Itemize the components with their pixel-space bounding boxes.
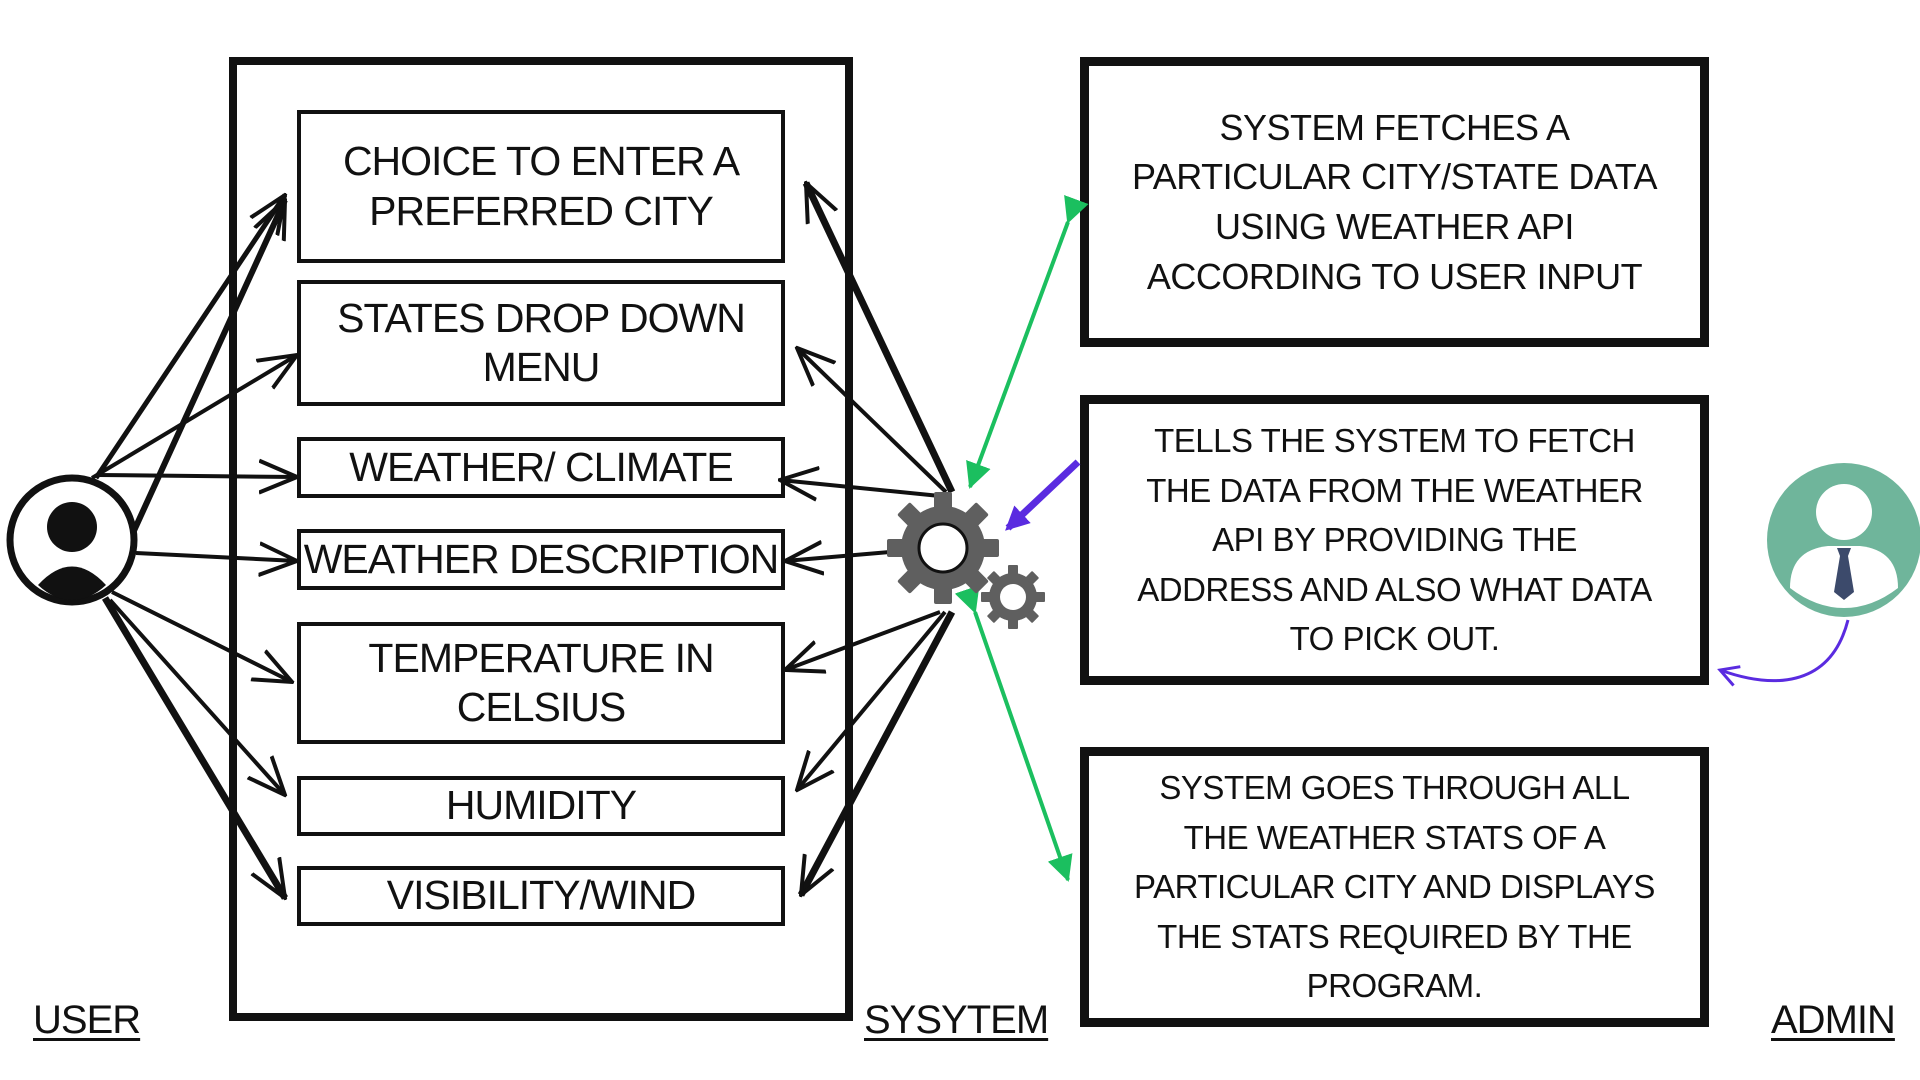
fetch-data-arrow: [966, 194, 1089, 489]
description-box-admin-instructs: TELLS THE SYSTEM TO FETCH THE DATA FROM …: [1080, 395, 1709, 685]
feature-box-temperature: TEMPERATURE IN CELSIUS: [297, 622, 785, 744]
system-arrow-weather-description: [785, 552, 891, 561]
role-label-admin: ADMIN: [1771, 998, 1896, 1042]
feature-label: HUMIDITY: [445, 782, 637, 829]
feature-box-visibility-wind: VISIBILITY/WIND: [297, 866, 785, 926]
description-text: TELLS THE SYSTEM TO FETCH THE DATA FROM …: [1137, 422, 1652, 658]
admin-icon: [1767, 463, 1920, 617]
feature-label: WEATHER DESCRIPTION: [303, 535, 780, 582]
description-text: SYSTEM FETCHES A PARTICULAR CITY/STATE D…: [1131, 106, 1658, 297]
system-arrow-states: [797, 348, 948, 494]
system-arrow-preferred-city: [802, 183, 956, 494]
user-arrow-visibility: [101, 596, 289, 898]
feature-box-weather-climate: WEATHER/ CLIMATE: [297, 437, 785, 498]
display-stats-arrow: [954, 585, 1073, 882]
user-icon: [6, 474, 138, 606]
user-arrow-temperature: [111, 590, 292, 682]
role-label-user: USER: [33, 998, 141, 1042]
system-feature-container: [229, 57, 853, 1021]
system-arrow-weather-climate: [780, 480, 941, 496]
system-arrow-visibility: [797, 610, 956, 895]
user-arrow-humidity: [108, 598, 285, 795]
system-connector-arrows: [780, 183, 956, 895]
feature-box-weather-description: WEATHER DESCRIPTION: [297, 529, 785, 590]
feature-label: WEATHER/ CLIMATE: [349, 443, 733, 490]
admin-instruction-arrow: [1005, 459, 1081, 531]
role-label-system: SYSYTEM: [864, 998, 1049, 1042]
admin-to-box-arrow: [1717, 619, 1850, 687]
description-box-fetch: SYSTEM FETCHES A PARTICULAR CITY/STATE D…: [1080, 57, 1709, 347]
user-arrow-weather-climate: [97, 475, 297, 477]
feature-label: STATES DROP DOWN MENU: [337, 294, 746, 390]
feature-box-humidity: HUMIDITY: [297, 776, 785, 836]
user-arrow-weather-description: [135, 553, 297, 561]
system-arrow-temperature: [785, 610, 941, 670]
user-arrow-preferred-city: [93, 195, 285, 480]
description-box-display: SYSTEM GOES THROUGH ALL THE WEATHER STAT…: [1080, 747, 1709, 1027]
feature-label: CHOICE TO ENTER A PREFERRED CITY: [342, 138, 740, 234]
feature-box-preferred-city: CHOICE TO ENTER A PREFERRED CITY: [297, 110, 785, 263]
gears-icon: [887, 492, 1045, 629]
user-arrow-states: [90, 355, 297, 480]
feature-box-states-dropdown: STATES DROP DOWN MENU: [297, 280, 785, 406]
feature-label: TEMPERATURE IN CELSIUS: [368, 634, 714, 730]
system-arrow-humidity: [797, 610, 947, 790]
feature-label: VISIBILITY/WIND: [386, 872, 696, 919]
description-text: SYSTEM GOES THROUGH ALL THE WEATHER STAT…: [1134, 769, 1655, 1005]
